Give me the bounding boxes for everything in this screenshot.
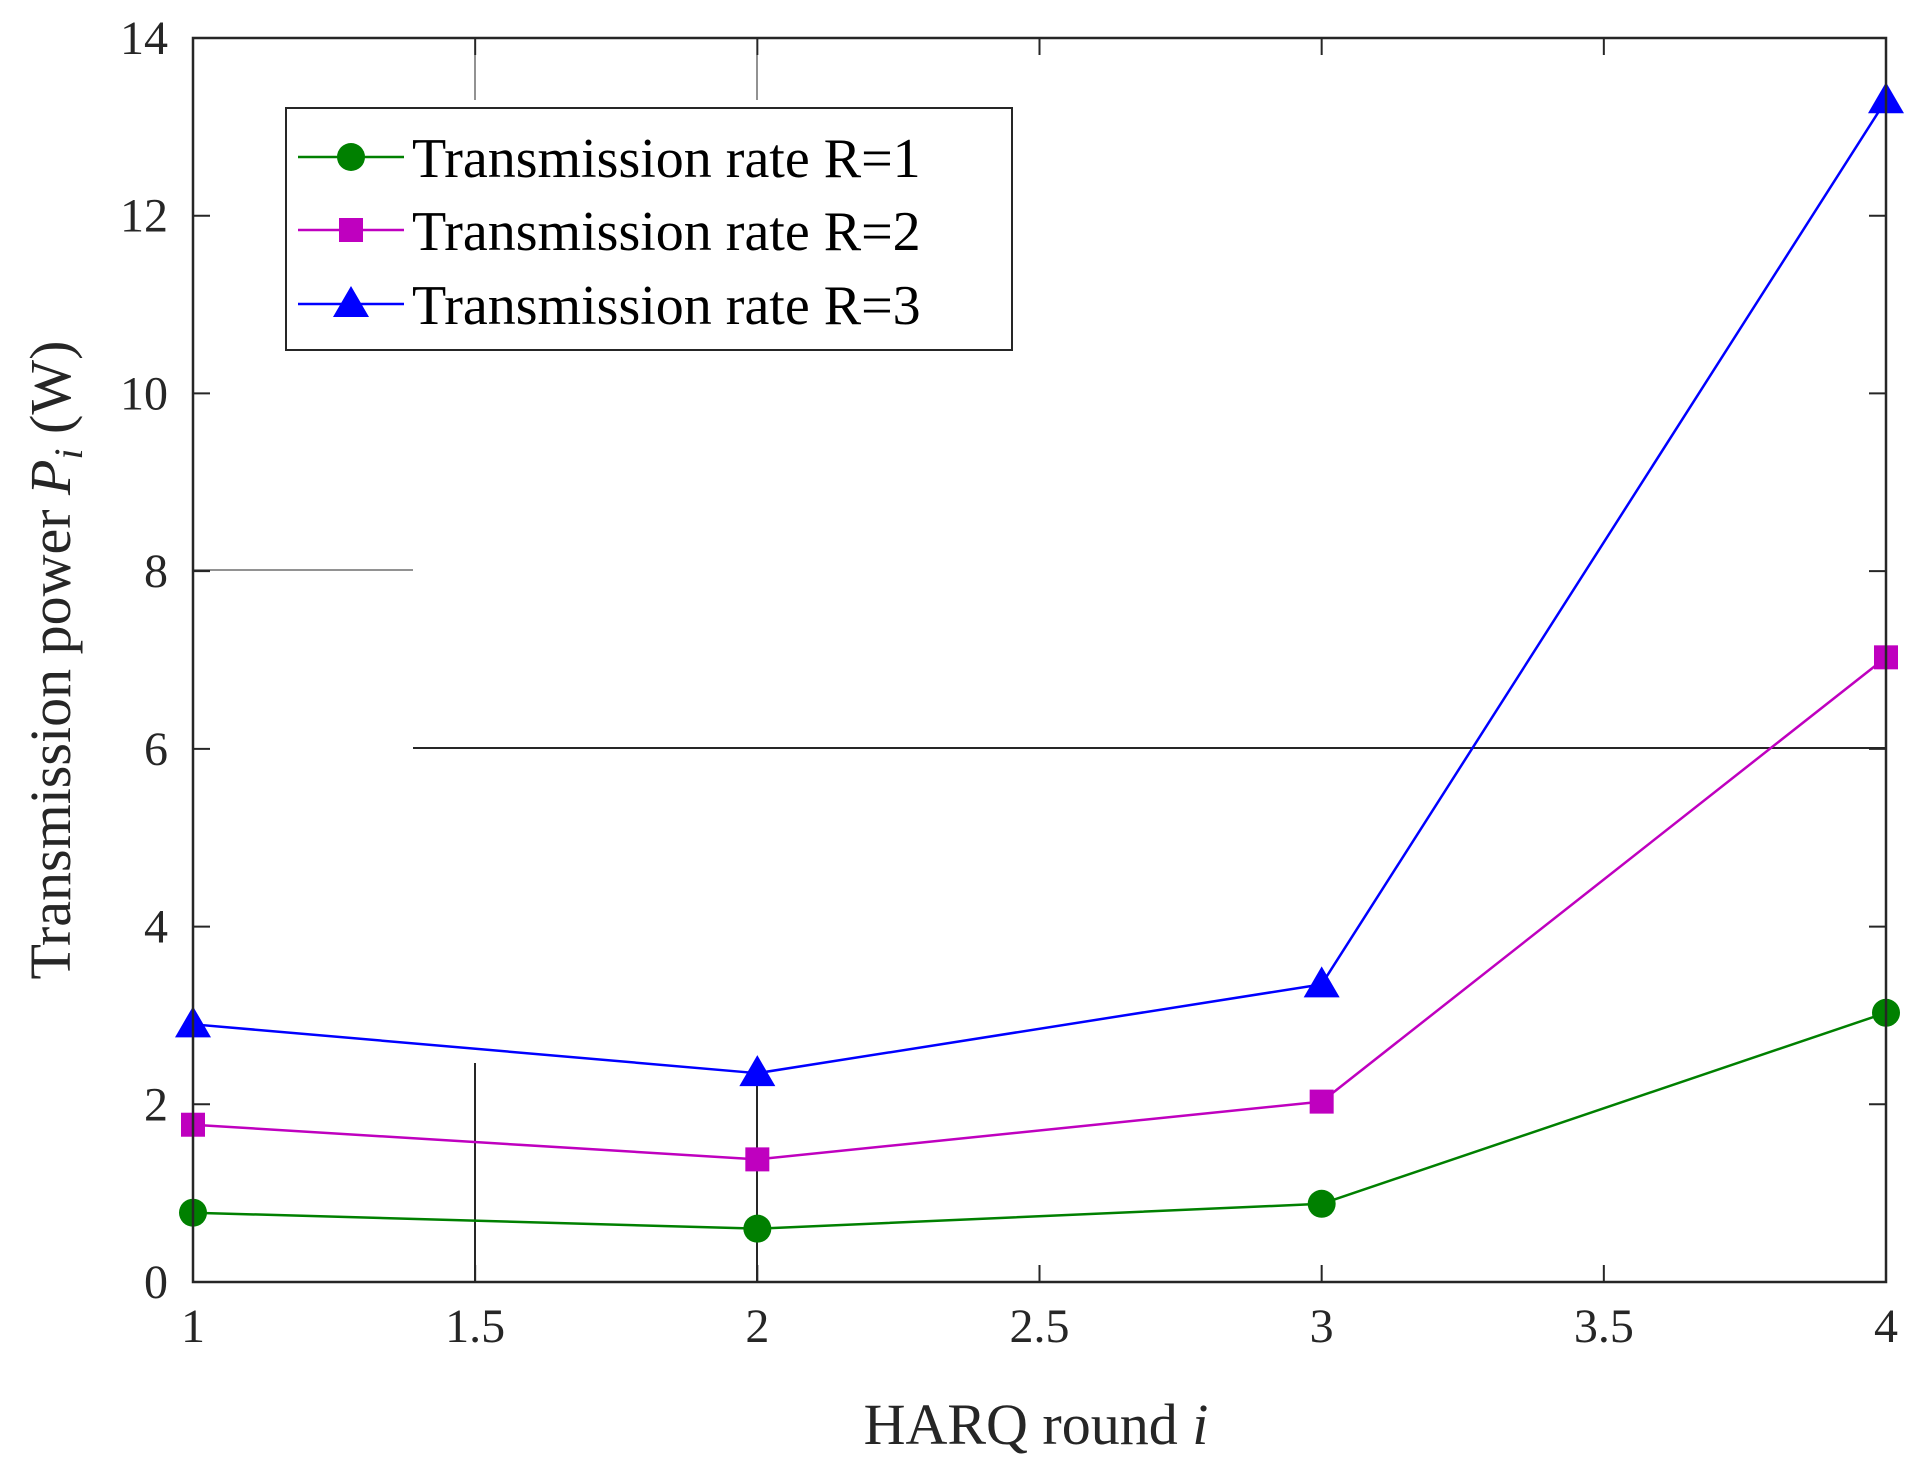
x-tick-label: 3 — [1310, 1300, 1334, 1353]
legend-marker-r3 — [333, 286, 369, 317]
y-tick-label: 8 — [144, 545, 168, 598]
y-tick-label: 0 — [144, 1256, 168, 1309]
y-axis-unit: (W) — [18, 341, 83, 434]
x-tick-label: 1.5 — [445, 1300, 505, 1353]
series-r1 — [179, 998, 1900, 1243]
y-axis-title-text: Transmission power — [18, 509, 83, 979]
legend-label-r1: Transmission rate R=1 — [412, 128, 921, 190]
legend-entry-r3: Transmission rate R=3 — [298, 275, 921, 337]
x-axis-title-text: HARQ round — [864, 1392, 1178, 1457]
y-tick-label: 10 — [120, 367, 168, 420]
artifact-lines — [193, 55, 1886, 1282]
series-line-r3 — [192, 99, 1888, 1075]
y-axis-subscript: i — [46, 448, 91, 459]
series-line-r2 — [192, 656, 1887, 1161]
legend-entry-r2: Transmission rate R=2 — [298, 201, 921, 263]
x-axis-variable: i — [1192, 1392, 1208, 1457]
data-point-r1 — [1307, 1189, 1336, 1218]
x-tick-label: 3.5 — [1574, 1300, 1634, 1353]
legend: Transmission rate R=1 Transmission rate … — [285, 107, 1013, 351]
data-point-r2 — [1309, 1089, 1334, 1114]
series-line-r1 — [192, 1011, 1887, 1230]
data-point-r1 — [743, 1214, 772, 1243]
x-axis-title: HARQ round i — [864, 1392, 1209, 1457]
legend-entry-r1: Transmission rate R=1 — [298, 128, 921, 190]
data-point-r3 — [739, 1055, 776, 1087]
data-point-r2 — [745, 1147, 770, 1172]
series-layer — [175, 82, 1904, 1243]
legend-label-r3: Transmission rate R=3 — [412, 275, 921, 337]
plot-frame — [191, 36, 1888, 1284]
legend-marker-r1 — [337, 143, 365, 171]
y-tick-label: 6 — [144, 723, 168, 776]
legend-label-r2: Transmission rate R=2 — [412, 201, 921, 263]
x-tick-label: 2 — [745, 1300, 769, 1353]
y-tick-label: 2 — [144, 1078, 168, 1131]
tick-labels: 1 1.5 2 2.5 3 3.5 4 0 2 4 6 8 10 12 14 — [120, 12, 1898, 1353]
legend-marker-r2 — [339, 218, 363, 242]
x-tick-label: 1 — [181, 1300, 205, 1353]
x-tick-label: 4 — [1874, 1300, 1898, 1353]
x-tick-label: 2.5 — [1010, 1300, 1070, 1353]
y-tick-label: 12 — [120, 190, 168, 243]
y-axis-variable: P — [18, 460, 83, 496]
y-tick-label: 4 — [144, 901, 168, 954]
data-point-r3 — [1303, 966, 1340, 998]
legend-box — [285, 107, 1013, 351]
y-tick-label: 14 — [120, 12, 168, 65]
y-axis-title: Transmission power Pi (W) — [18, 341, 95, 980]
